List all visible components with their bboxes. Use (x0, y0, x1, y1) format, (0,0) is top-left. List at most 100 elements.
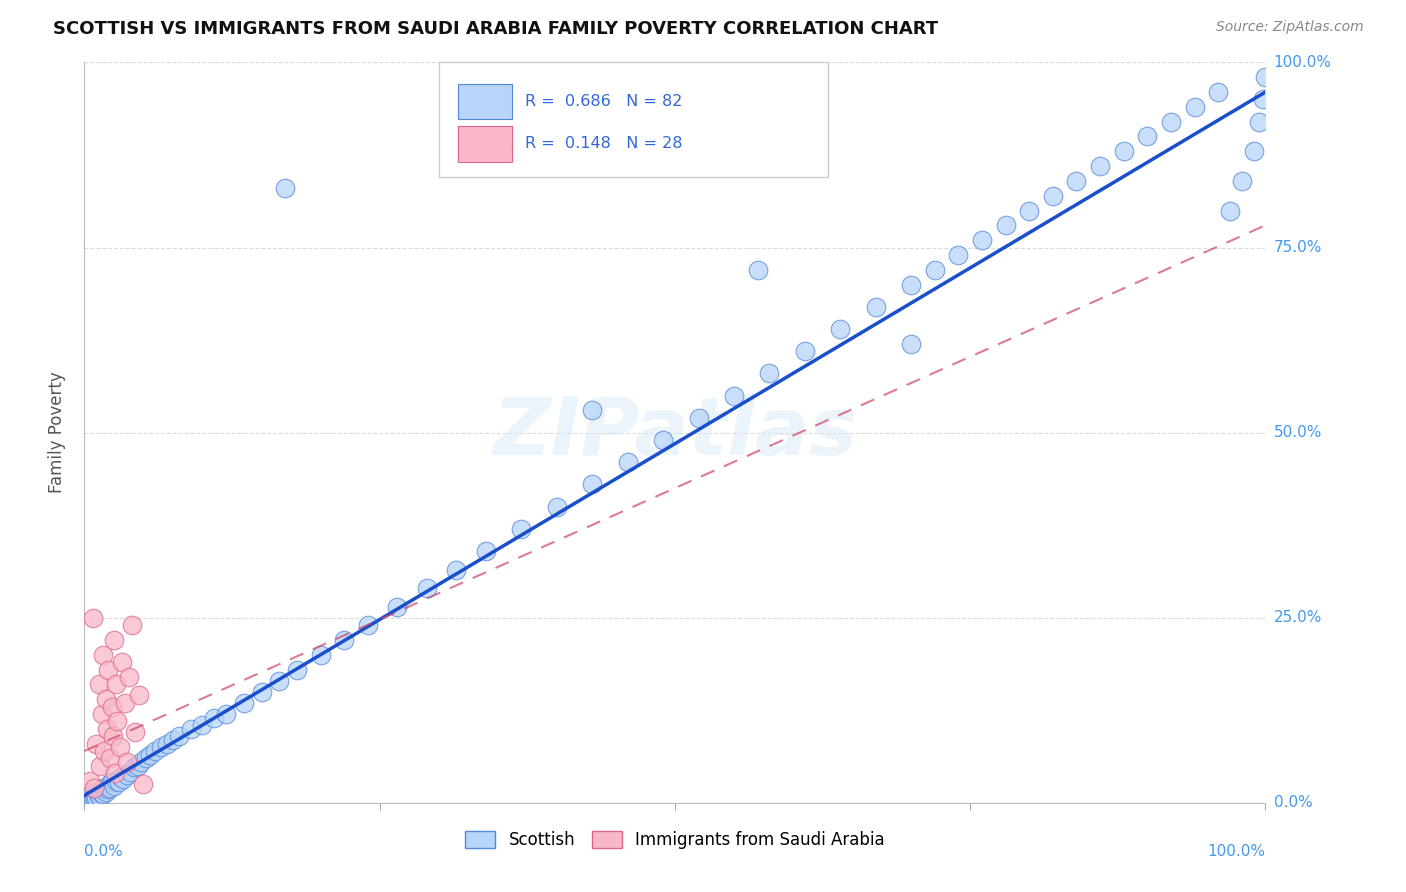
Point (723, 388, 745, 402)
Point (510, 522, 533, 536)
Point (1230, 174, 1253, 188)
Point (581, 403, 603, 417)
Text: 0.0%: 0.0% (84, 844, 124, 858)
Point (105, 773, 128, 788)
Point (91, 648, 114, 662)
Point (108, 740, 131, 755)
Text: 100.0%: 100.0% (1208, 844, 1265, 858)
Point (387, 599, 409, 614)
Point (89, 789, 111, 804)
Point (1254, 70, 1277, 85)
FancyBboxPatch shape (439, 62, 828, 178)
Text: 0.0%: 0.0% (1274, 796, 1312, 810)
Point (124, 725, 146, 739)
Point (285, 663, 308, 677)
Point (90, 786, 112, 800)
Point (446, 563, 468, 577)
Point (793, 344, 815, 359)
Point (127, 758, 149, 772)
Point (274, 181, 297, 195)
Point (103, 779, 125, 793)
Text: Source: ZipAtlas.com: Source: ZipAtlas.com (1216, 20, 1364, 34)
Point (89, 758, 111, 772)
Point (94, 692, 117, 706)
Point (87, 677, 110, 691)
Point (1088, 159, 1111, 173)
Point (333, 632, 356, 647)
Point (96, 722, 118, 736)
Point (215, 706, 238, 721)
Point (156, 737, 179, 751)
Point (83, 789, 105, 804)
FancyBboxPatch shape (457, 126, 512, 161)
Point (1136, 129, 1159, 144)
Point (139, 747, 162, 762)
Point (143, 744, 166, 758)
Point (112, 772, 135, 786)
Point (93, 780, 115, 795)
Point (162, 732, 184, 747)
Point (202, 711, 225, 725)
Point (269, 673, 291, 688)
Point (121, 618, 143, 632)
Point (107, 775, 129, 789)
Point (191, 718, 214, 732)
Point (103, 632, 125, 647)
Point (865, 300, 887, 314)
Legend: Scottish, Immigrants from Saudi Arabia: Scottish, Immigrants from Saudi Arabia (457, 822, 893, 857)
Point (107, 714, 129, 729)
Y-axis label: Family Poverty: Family Poverty (48, 372, 66, 493)
Point (96, 780, 118, 794)
Point (581, 477, 603, 491)
Point (84, 787, 107, 801)
Point (105, 677, 128, 691)
Point (84, 737, 107, 751)
Text: 100.0%: 100.0% (1274, 55, 1331, 70)
Point (111, 655, 134, 669)
Point (93, 744, 115, 758)
Point (80, 789, 103, 803)
Text: ZIPatlas: ZIPatlas (492, 393, 858, 472)
Point (616, 455, 638, 469)
Point (120, 764, 142, 779)
Point (114, 696, 136, 710)
Point (91, 787, 114, 801)
Point (1243, 145, 1265, 159)
Point (900, 277, 922, 292)
Point (1184, 100, 1206, 114)
Point (1112, 145, 1135, 159)
Point (97, 663, 120, 677)
Point (167, 729, 190, 743)
Point (98, 780, 121, 795)
Point (475, 544, 498, 558)
Point (1206, 85, 1229, 99)
Point (118, 670, 141, 684)
Text: R =  0.148   N = 28: R = 0.148 N = 28 (524, 136, 682, 152)
Point (1160, 114, 1182, 128)
Point (546, 500, 568, 514)
Point (970, 233, 993, 247)
Point (84, 790, 107, 805)
Point (994, 219, 1017, 233)
Point (232, 696, 254, 710)
Point (924, 262, 946, 277)
Point (416, 581, 439, 595)
Point (652, 433, 675, 447)
Point (688, 410, 710, 425)
Point (98, 777, 121, 791)
Point (83, 780, 105, 795)
Point (82, 792, 104, 806)
Point (101, 729, 124, 743)
Point (132, 777, 155, 791)
Point (357, 618, 380, 632)
Point (830, 322, 852, 336)
Point (98, 751, 121, 765)
Point (110, 770, 132, 784)
Point (91, 782, 114, 797)
Text: 75.0%: 75.0% (1274, 240, 1322, 255)
Point (1018, 203, 1040, 218)
Point (129, 755, 152, 769)
Text: R =  0.686   N = 82: R = 0.686 N = 82 (524, 95, 682, 109)
Point (758, 367, 780, 381)
Point (128, 689, 150, 703)
